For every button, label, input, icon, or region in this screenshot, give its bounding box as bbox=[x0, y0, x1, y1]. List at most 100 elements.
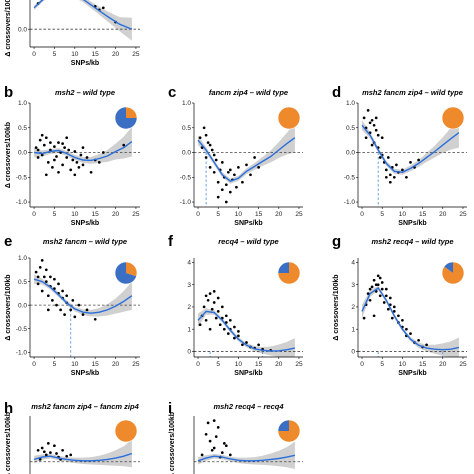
data-point bbox=[204, 133, 208, 137]
y-axis-label: Δ crossovers/100kb bbox=[5, 0, 12, 57]
data-point bbox=[208, 439, 212, 443]
x-axis-label: SNPs/kb bbox=[398, 370, 426, 377]
pie-slice bbox=[114, 262, 137, 285]
data-point bbox=[384, 168, 388, 172]
data-point bbox=[257, 343, 260, 347]
data-point bbox=[53, 158, 56, 162]
data-point bbox=[55, 452, 58, 455]
data-point bbox=[63, 146, 66, 149]
y-tick-label: 0.5 bbox=[182, 125, 191, 132]
data-point bbox=[53, 277, 56, 281]
data-point bbox=[237, 330, 240, 333]
data-point bbox=[401, 168, 404, 172]
data-point bbox=[222, 442, 226, 445]
data-point bbox=[224, 183, 228, 187]
data-point bbox=[36, 156, 40, 159]
x-tick-label: 0 bbox=[32, 361, 36, 368]
x-tick-label: 20 bbox=[275, 361, 283, 368]
data-point bbox=[49, 275, 52, 279]
data-point bbox=[46, 308, 50, 312]
pie-slice bbox=[278, 420, 289, 431]
x-tick-label: 25 bbox=[132, 361, 140, 368]
x-tick-label: 15 bbox=[255, 211, 263, 218]
data-point bbox=[206, 421, 210, 425]
y-tick-label: 3 bbox=[187, 282, 191, 289]
pie-slice bbox=[442, 107, 464, 129]
data-point bbox=[38, 458, 42, 461]
data-point bbox=[57, 141, 60, 144]
x-tick-label: 10 bbox=[399, 361, 407, 368]
data-point bbox=[36, 275, 40, 279]
plot-area bbox=[30, 439, 140, 468]
data-point bbox=[425, 343, 428, 347]
data-point bbox=[233, 173, 236, 177]
x-tick-label: 5 bbox=[380, 211, 384, 218]
data-point bbox=[224, 200, 228, 204]
pie-slice bbox=[441, 262, 464, 284]
data-point bbox=[384, 294, 388, 298]
y-tick-label: -1.0 bbox=[16, 199, 28, 206]
y-tick-label: -1.0 bbox=[344, 199, 356, 206]
data-point bbox=[57, 282, 60, 286]
data-point bbox=[218, 323, 222, 327]
data-point bbox=[233, 325, 236, 329]
data-point bbox=[249, 173, 252, 177]
plot-area bbox=[358, 274, 467, 357]
y-tick-label: -1.0 bbox=[180, 199, 192, 206]
data-point bbox=[220, 188, 224, 192]
panel-letter: g bbox=[332, 233, 341, 250]
pie-slice bbox=[278, 262, 289, 273]
data-point bbox=[122, 143, 126, 147]
data-point bbox=[53, 287, 56, 290]
data-point bbox=[210, 448, 214, 452]
data-point bbox=[216, 180, 220, 184]
data-point bbox=[212, 446, 216, 450]
pie-outline bbox=[114, 106, 138, 130]
data-point bbox=[216, 310, 220, 313]
pie-slice bbox=[115, 420, 137, 442]
x-tick-label: 5 bbox=[53, 361, 57, 368]
pie-outline bbox=[114, 261, 138, 285]
data-point bbox=[376, 283, 380, 287]
plot-area bbox=[30, 0, 140, 41]
fit-line bbox=[33, 452, 133, 462]
data-point bbox=[208, 166, 212, 169]
pie-inset bbox=[114, 419, 138, 443]
data-point bbox=[372, 123, 376, 127]
data-point bbox=[214, 435, 218, 438]
x-axis-label: SNPs/kb bbox=[71, 370, 99, 377]
data-point bbox=[237, 334, 240, 338]
panel-e: 0 5 10 15 20 25 1.0 0.5 0.0 -0.5 -1.0 SNPs/kb Δ cros… bbox=[4, 233, 140, 377]
x-tick-label: 10 bbox=[235, 211, 243, 218]
x-tick-label: 0 bbox=[32, 211, 36, 218]
y-tick-label: -0.5 bbox=[344, 174, 356, 181]
data-point bbox=[63, 313, 66, 316]
data-point bbox=[42, 143, 46, 147]
pie-inset bbox=[277, 106, 301, 130]
y-tick-label: -0.5 bbox=[16, 326, 28, 333]
data-point bbox=[226, 332, 230, 335]
x-tick-label: 25 bbox=[459, 211, 467, 218]
x-tick-label: 25 bbox=[132, 51, 140, 58]
data-point bbox=[77, 303, 81, 307]
data-point bbox=[93, 317, 97, 321]
y-tick-label: 4 bbox=[187, 260, 191, 267]
y-tick-label: 1.0 bbox=[18, 255, 27, 262]
panel-title: msh2 – wild type bbox=[55, 88, 115, 97]
data-point bbox=[222, 327, 226, 331]
data-point bbox=[36, 448, 40, 452]
data-point bbox=[224, 444, 228, 448]
plot-area bbox=[30, 126, 140, 177]
panel-letter: e bbox=[4, 233, 12, 250]
data-point bbox=[69, 308, 73, 312]
data-point bbox=[370, 143, 374, 147]
fit-line bbox=[33, 278, 133, 314]
data-point bbox=[228, 190, 232, 194]
data-point bbox=[85, 308, 89, 312]
y-tick-label: 0.0 bbox=[346, 150, 355, 157]
y-tick-label: 1.0 bbox=[182, 100, 191, 107]
pie-inset bbox=[441, 106, 465, 130]
